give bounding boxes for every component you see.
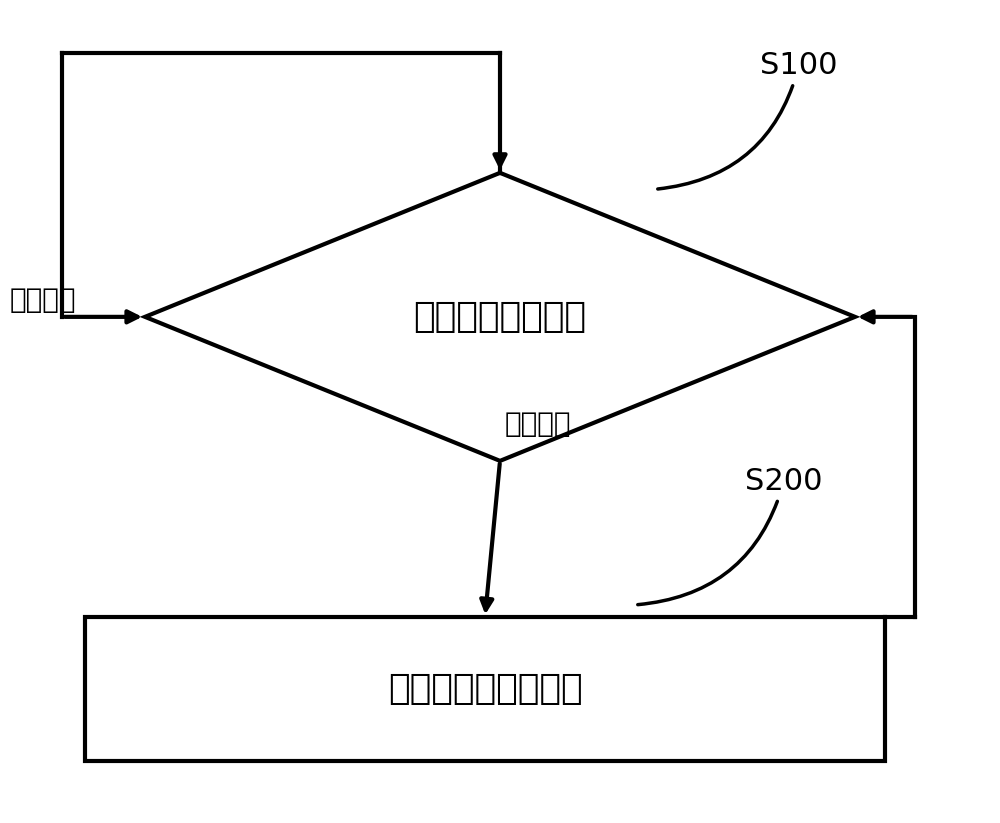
Text: 锁模失败: 锁模失败 [505, 410, 572, 438]
Polygon shape [145, 173, 855, 461]
Text: 调解当前的工作电流: 调解当前的工作电流 [388, 672, 582, 706]
Text: S100: S100 [658, 51, 838, 189]
Text: S200: S200 [638, 467, 822, 605]
Bar [85, 617, 885, 761]
Text: 锁模成功: 锁模成功 [10, 286, 76, 314]
Text: 进行锁模状态判断: 进行锁模状态判断 [414, 300, 586, 334]
